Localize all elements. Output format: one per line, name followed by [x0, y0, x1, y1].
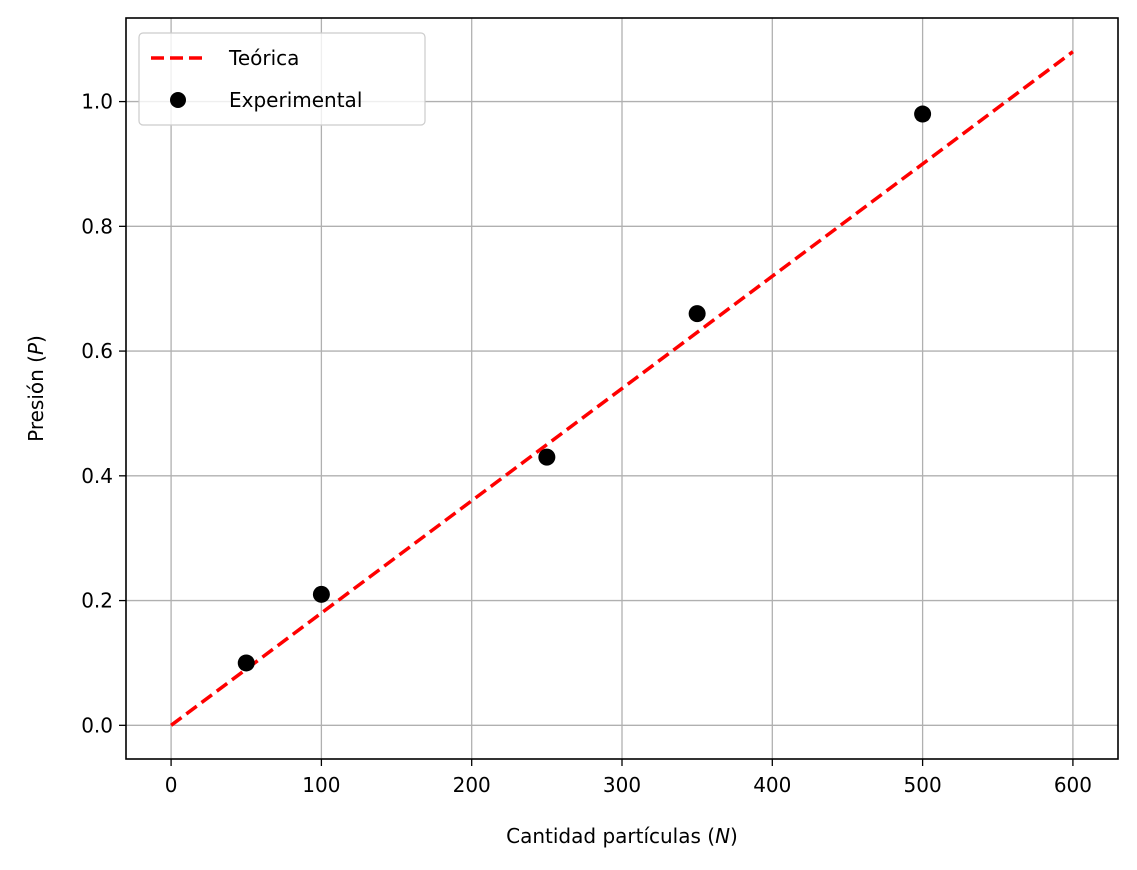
plot-area: [170, 50, 1074, 727]
y-tick-label: 0.0: [81, 713, 113, 737]
y-tick-label: 1.0: [81, 90, 113, 114]
ticks: 0 100 200 300 400 500 600 0.0 0.2 0.4 0.6 0.8 1.0: [81, 90, 1092, 797]
y-axis-label: Presión (P): [24, 335, 48, 442]
experimental-point: [237, 654, 255, 672]
x-tick-label: 300: [603, 773, 641, 797]
y-tick-label: 0.2: [81, 589, 113, 613]
legend: Teórica Experimental: [138, 32, 426, 126]
y-tick-label: 0.6: [81, 339, 113, 363]
x-tick-label: 500: [904, 773, 942, 797]
x-axis-label: Cantidad partículas (N): [506, 824, 738, 848]
y-tick-label: 0.4: [81, 464, 113, 488]
y-tick-label: 0.8: [81, 214, 113, 238]
y-axis-label-prefix: Presión (: [24, 355, 48, 442]
legend-box: [138, 32, 426, 126]
y-axis-label-suffix: ): [24, 335, 48, 343]
grid: [126, 18, 1118, 759]
legend-experimental-label: Experimental: [229, 88, 362, 112]
x-tick-label: 600: [1054, 773, 1092, 797]
x-axis-label-prefix: Cantidad partículas (: [506, 824, 715, 848]
x-axis-label-symbol: N: [715, 824, 730, 848]
experimental-point: [688, 305, 706, 323]
experimental-point: [538, 448, 556, 466]
y-axis-label-symbol: P: [24, 342, 48, 355]
legend-experimental-swatch: [170, 92, 186, 108]
x-tick-label: 100: [302, 773, 340, 797]
x-tick-label: 0: [165, 773, 178, 797]
x-tick-label: 200: [453, 773, 491, 797]
experimental-point: [914, 105, 932, 123]
experimental-point: [312, 585, 330, 603]
x-tick-label: 400: [753, 773, 791, 797]
x-axis-label-suffix: ): [730, 824, 738, 848]
legend-teorica-label: Teórica: [228, 46, 299, 70]
teorica-line: [170, 50, 1074, 727]
